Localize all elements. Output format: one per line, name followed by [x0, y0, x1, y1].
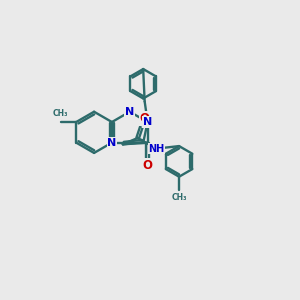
Text: N: N — [125, 107, 134, 117]
Text: O: O — [139, 112, 149, 125]
Text: O: O — [142, 159, 153, 172]
Text: N: N — [143, 117, 152, 127]
Text: CH₃: CH₃ — [171, 194, 187, 202]
Text: CH₃: CH₃ — [52, 110, 68, 118]
Text: NH: NH — [148, 144, 164, 154]
Text: N: N — [107, 138, 116, 148]
